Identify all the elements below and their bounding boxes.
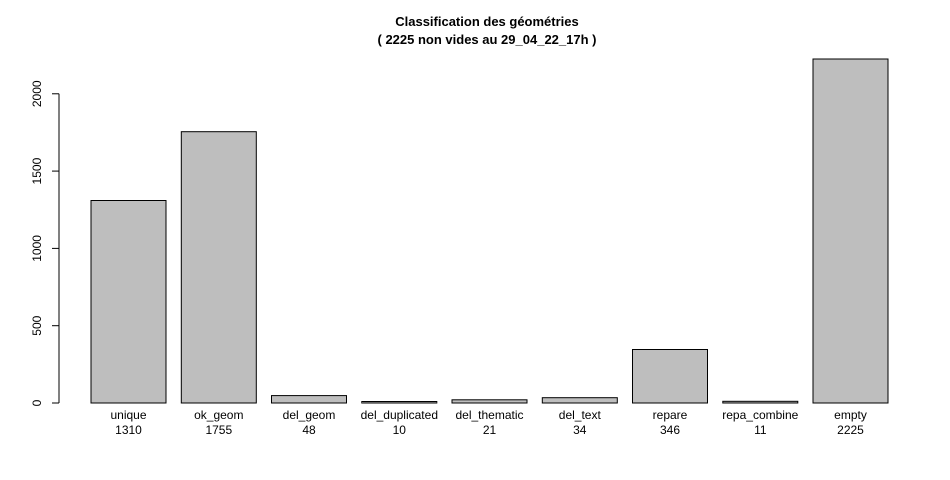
bar-del-text [541, 397, 618, 404]
chart-title: Classification des géométries [395, 14, 579, 29]
bar-unique [90, 200, 167, 404]
category-label: del_text [559, 408, 602, 422]
value-label: 21 [483, 423, 497, 437]
category-label: del_geom [283, 408, 336, 422]
y-tick-label: 1000 [30, 235, 44, 262]
bars-group [90, 58, 889, 404]
value-label: 11 [754, 423, 767, 437]
bar-empty [812, 58, 889, 404]
value-label: 2225 [837, 423, 864, 437]
category-label: empty [834, 408, 867, 422]
category-label: repare [653, 408, 688, 422]
bar-del-geom [271, 395, 347, 404]
category-label: repa_combine [722, 408, 798, 422]
bar-del-duplicated [361, 401, 438, 404]
category-label: unique [110, 408, 146, 422]
bar-ok-geom [180, 131, 257, 404]
value-label: 1755 [205, 423, 232, 437]
category-label: del_thematic [455, 408, 523, 422]
y-tick-label: 500 [30, 315, 44, 335]
bar-repare [632, 349, 708, 404]
y-axis: 0 500 1000 1500 2000 [30, 80, 60, 406]
bar-del-thematic [451, 399, 528, 404]
y-tick-label: 0 [30, 399, 44, 406]
value-label: 34 [573, 423, 587, 437]
value-label: 10 [393, 423, 407, 437]
bar-repa-combine [722, 400, 799, 404]
value-label: 1310 [115, 423, 142, 437]
y-tick-label: 1500 [30, 157, 44, 184]
value-label: 346 [660, 423, 680, 437]
chart-subtitle: ( 2225 non vides au 29_04_22_17h ) [378, 32, 597, 47]
category-label: ok_geom [194, 408, 243, 422]
value-label: 48 [302, 423, 316, 437]
y-tick-label: 2000 [30, 80, 44, 107]
category-label: del_duplicated [361, 408, 438, 422]
